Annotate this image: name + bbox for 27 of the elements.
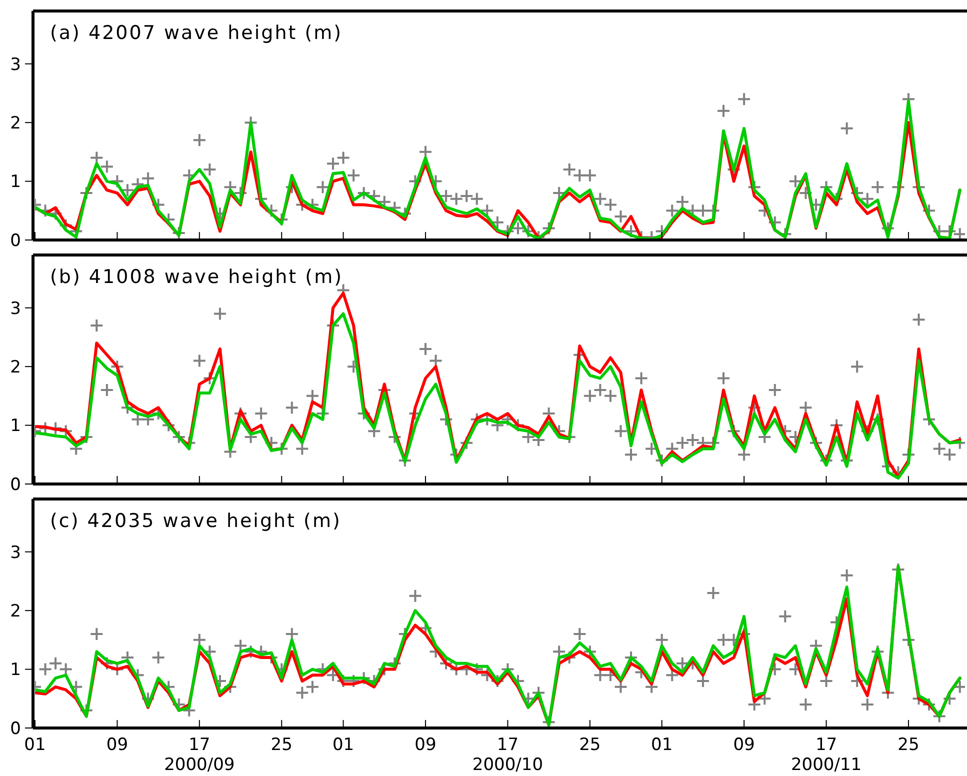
y-tick-label: 1 bbox=[10, 172, 21, 192]
y-tick-label: 0 bbox=[10, 718, 21, 739]
y-tick-label: 1 bbox=[10, 660, 21, 680]
y-tick-label: 3 bbox=[10, 298, 21, 319]
x-tick-label: 01 bbox=[651, 735, 673, 755]
y-tick-label: 2 bbox=[10, 358, 21, 378]
x-tick-label: 17 2000/09 bbox=[164, 735, 235, 775]
y-tick-label: 0 bbox=[10, 474, 21, 495]
x-tick-label: 17 2000/11 bbox=[790, 735, 862, 775]
y-tick-label: 3 bbox=[10, 542, 21, 563]
y-tick-label: 3 bbox=[10, 54, 21, 75]
y-tick-label: 0 bbox=[10, 230, 21, 251]
y-tick-label: 2 bbox=[10, 114, 21, 134]
x-tick-label: 25 bbox=[898, 735, 920, 755]
x-tick-label: 25 bbox=[579, 735, 601, 755]
text: (a) 42007 wave height (m) bbox=[50, 22, 343, 44]
x-tick-label: 01 bbox=[24, 735, 46, 755]
x-tick-label: 09 bbox=[733, 735, 755, 755]
text: (c) 42035 wave height (m) bbox=[50, 510, 342, 532]
x-tick-label: 25 bbox=[270, 735, 292, 755]
x-tick-label: 01 bbox=[332, 735, 354, 755]
y-tick-label: 2 bbox=[10, 602, 21, 622]
x-tick-label: 09 bbox=[414, 735, 436, 755]
x-tick-label: 09 bbox=[106, 735, 128, 755]
text: (b) 41008 wave height (m) bbox=[50, 266, 343, 288]
x-tick-label: 17 2000/10 bbox=[472, 735, 544, 775]
y-tick-label: 1 bbox=[10, 416, 21, 436]
